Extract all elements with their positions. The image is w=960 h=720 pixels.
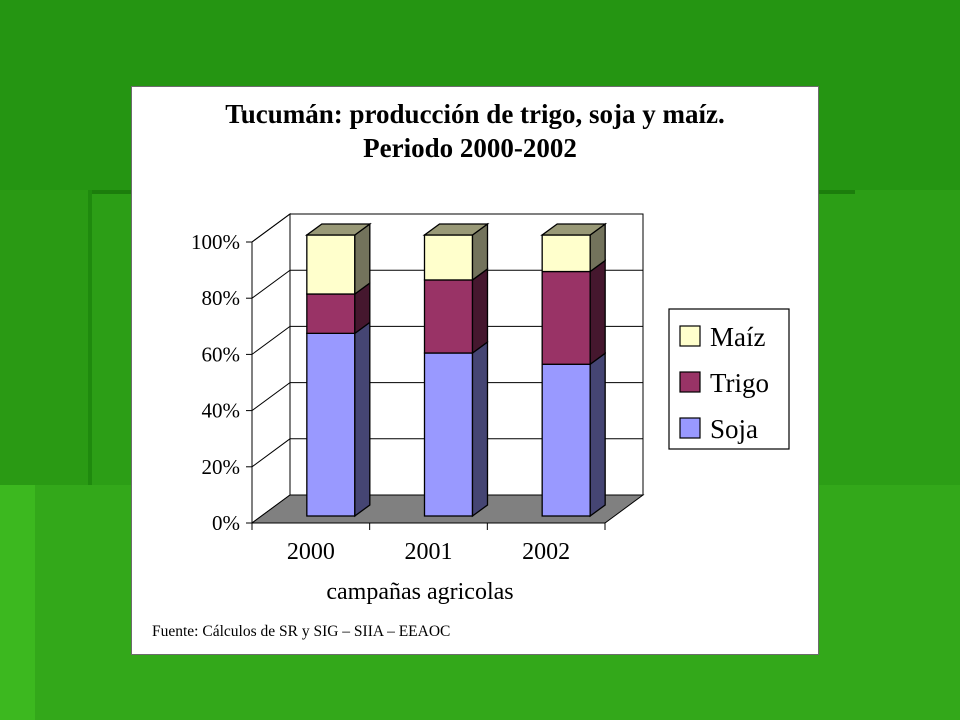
bar-maíz-2001 — [423, 234, 474, 281]
legend-label-maíz: Maíz — [710, 322, 765, 352]
bar-soja-2001 — [423, 352, 474, 517]
side-wall — [251, 213, 291, 524]
legend-swatch-maíz — [679, 325, 701, 347]
bar-soja-2002 — [541, 363, 591, 517]
bar-stack-2001 — [422, 222, 490, 518]
background-vertical-line — [88, 190, 92, 485]
legend-swatch-trigo — [679, 371, 701, 393]
legend: Maíz Trigo Soja — [668, 308, 790, 450]
gridline — [251, 325, 643, 355]
bar-side-soja-2002 — [589, 351, 606, 518]
bar-soja-2000 — [306, 332, 356, 517]
bar-side-trigo-2002 — [589, 259, 606, 366]
bars — [304, 222, 608, 518]
y-tick-label: 60% — [202, 342, 241, 366]
gridline — [251, 382, 643, 412]
y-tick-label: 80% — [202, 286, 241, 310]
bar-stack-2002 — [540, 222, 608, 518]
bar-trigo-2001 — [423, 279, 474, 354]
bar-maíz-2002 — [541, 234, 591, 273]
y-tick-label: 40% — [202, 399, 241, 423]
y-tick-label: 0% — [212, 511, 240, 535]
y-axis-ticks: 0% 20% 40% 60% 80% 100% — [191, 230, 253, 535]
bar-top-2002 — [540, 223, 608, 236]
background-left-strip — [0, 485, 35, 720]
gridline — [251, 438, 643, 468]
y-tick-label: 20% — [202, 455, 241, 479]
gridlines — [251, 213, 643, 468]
y-tick-label: 100% — [191, 230, 240, 254]
bar-side-maíz-2000 — [354, 222, 371, 296]
x-tick-label: 2001 — [405, 539, 453, 565]
x-tick-label: 2000 — [287, 539, 335, 565]
bar-maíz-2000 — [306, 234, 356, 295]
bar-stack-2000 — [304, 222, 372, 518]
bar-trigo-2002 — [541, 270, 591, 365]
x-tick-label: 2002 — [522, 539, 570, 565]
bar-side-trigo-2001 — [471, 267, 489, 355]
chart-subtitle: Periodo 2000-2002 — [363, 133, 577, 163]
gridline — [251, 213, 643, 243]
bar-side-soja-2001 — [471, 340, 489, 518]
x-axis-label: campañas agricolas — [326, 579, 513, 605]
bar-side-soja-2000 — [354, 321, 371, 518]
bar-top-2000 — [304, 223, 372, 236]
legend-label-soja: Soja — [710, 414, 758, 444]
source-note: Fuente: Cálculos de SR y SIG – SIIA – EE… — [152, 623, 450, 640]
bar-top-2001 — [422, 223, 490, 236]
chart-title: Tucumán: producción de trigo, soja y maí… — [225, 99, 725, 129]
bar-trigo-2000 — [306, 293, 356, 335]
x-axis-ticks: 2000 2001 2002 — [251, 522, 606, 565]
legend-label-trigo: Trigo — [710, 368, 769, 398]
gridline — [251, 269, 643, 299]
legend-swatch-soja — [679, 417, 701, 439]
